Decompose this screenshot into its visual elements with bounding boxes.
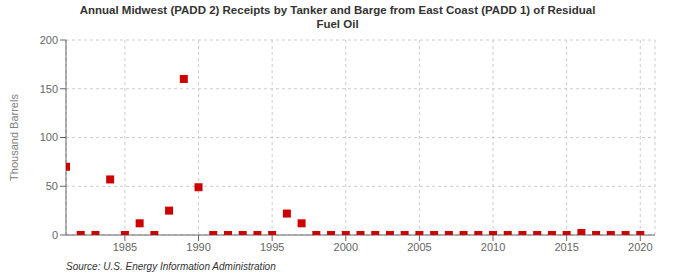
- html-text:Annual Midwest (PADD 2) Receip: Annual Midwest (PADD 2) Receipts by Tank…: [79, 4, 596, 16]
- svg-text:2005: 2005: [407, 241, 431, 253]
- svg-text:1990: 1990: [186, 241, 210, 253]
- svg-text:2000: 2000: [334, 241, 358, 253]
- svg-text:2010: 2010: [481, 241, 505, 253]
- svg-text:0: 0: [52, 229, 58, 241]
- svg-text:100: 100: [40, 131, 58, 143]
- svg-text:200: 200: [40, 34, 58, 46]
- svg-text:2020: 2020: [628, 241, 652, 253]
- svg-text:1995: 1995: [260, 241, 284, 253]
- svg-text:2015: 2015: [554, 241, 578, 253]
- html-text:Fuel Oil: Fuel Oil: [316, 18, 359, 30]
- svg-text:Thousand Barrels: Thousand Barrels: [8, 94, 20, 181]
- svg-text:150: 150: [40, 83, 58, 95]
- svg-text:50: 50: [46, 180, 58, 192]
- html-text:Source: U.S. Energy Informatio: Source: U.S. Energy Information Administ…: [66, 261, 276, 272]
- svg-text:1985: 1985: [113, 241, 137, 253]
